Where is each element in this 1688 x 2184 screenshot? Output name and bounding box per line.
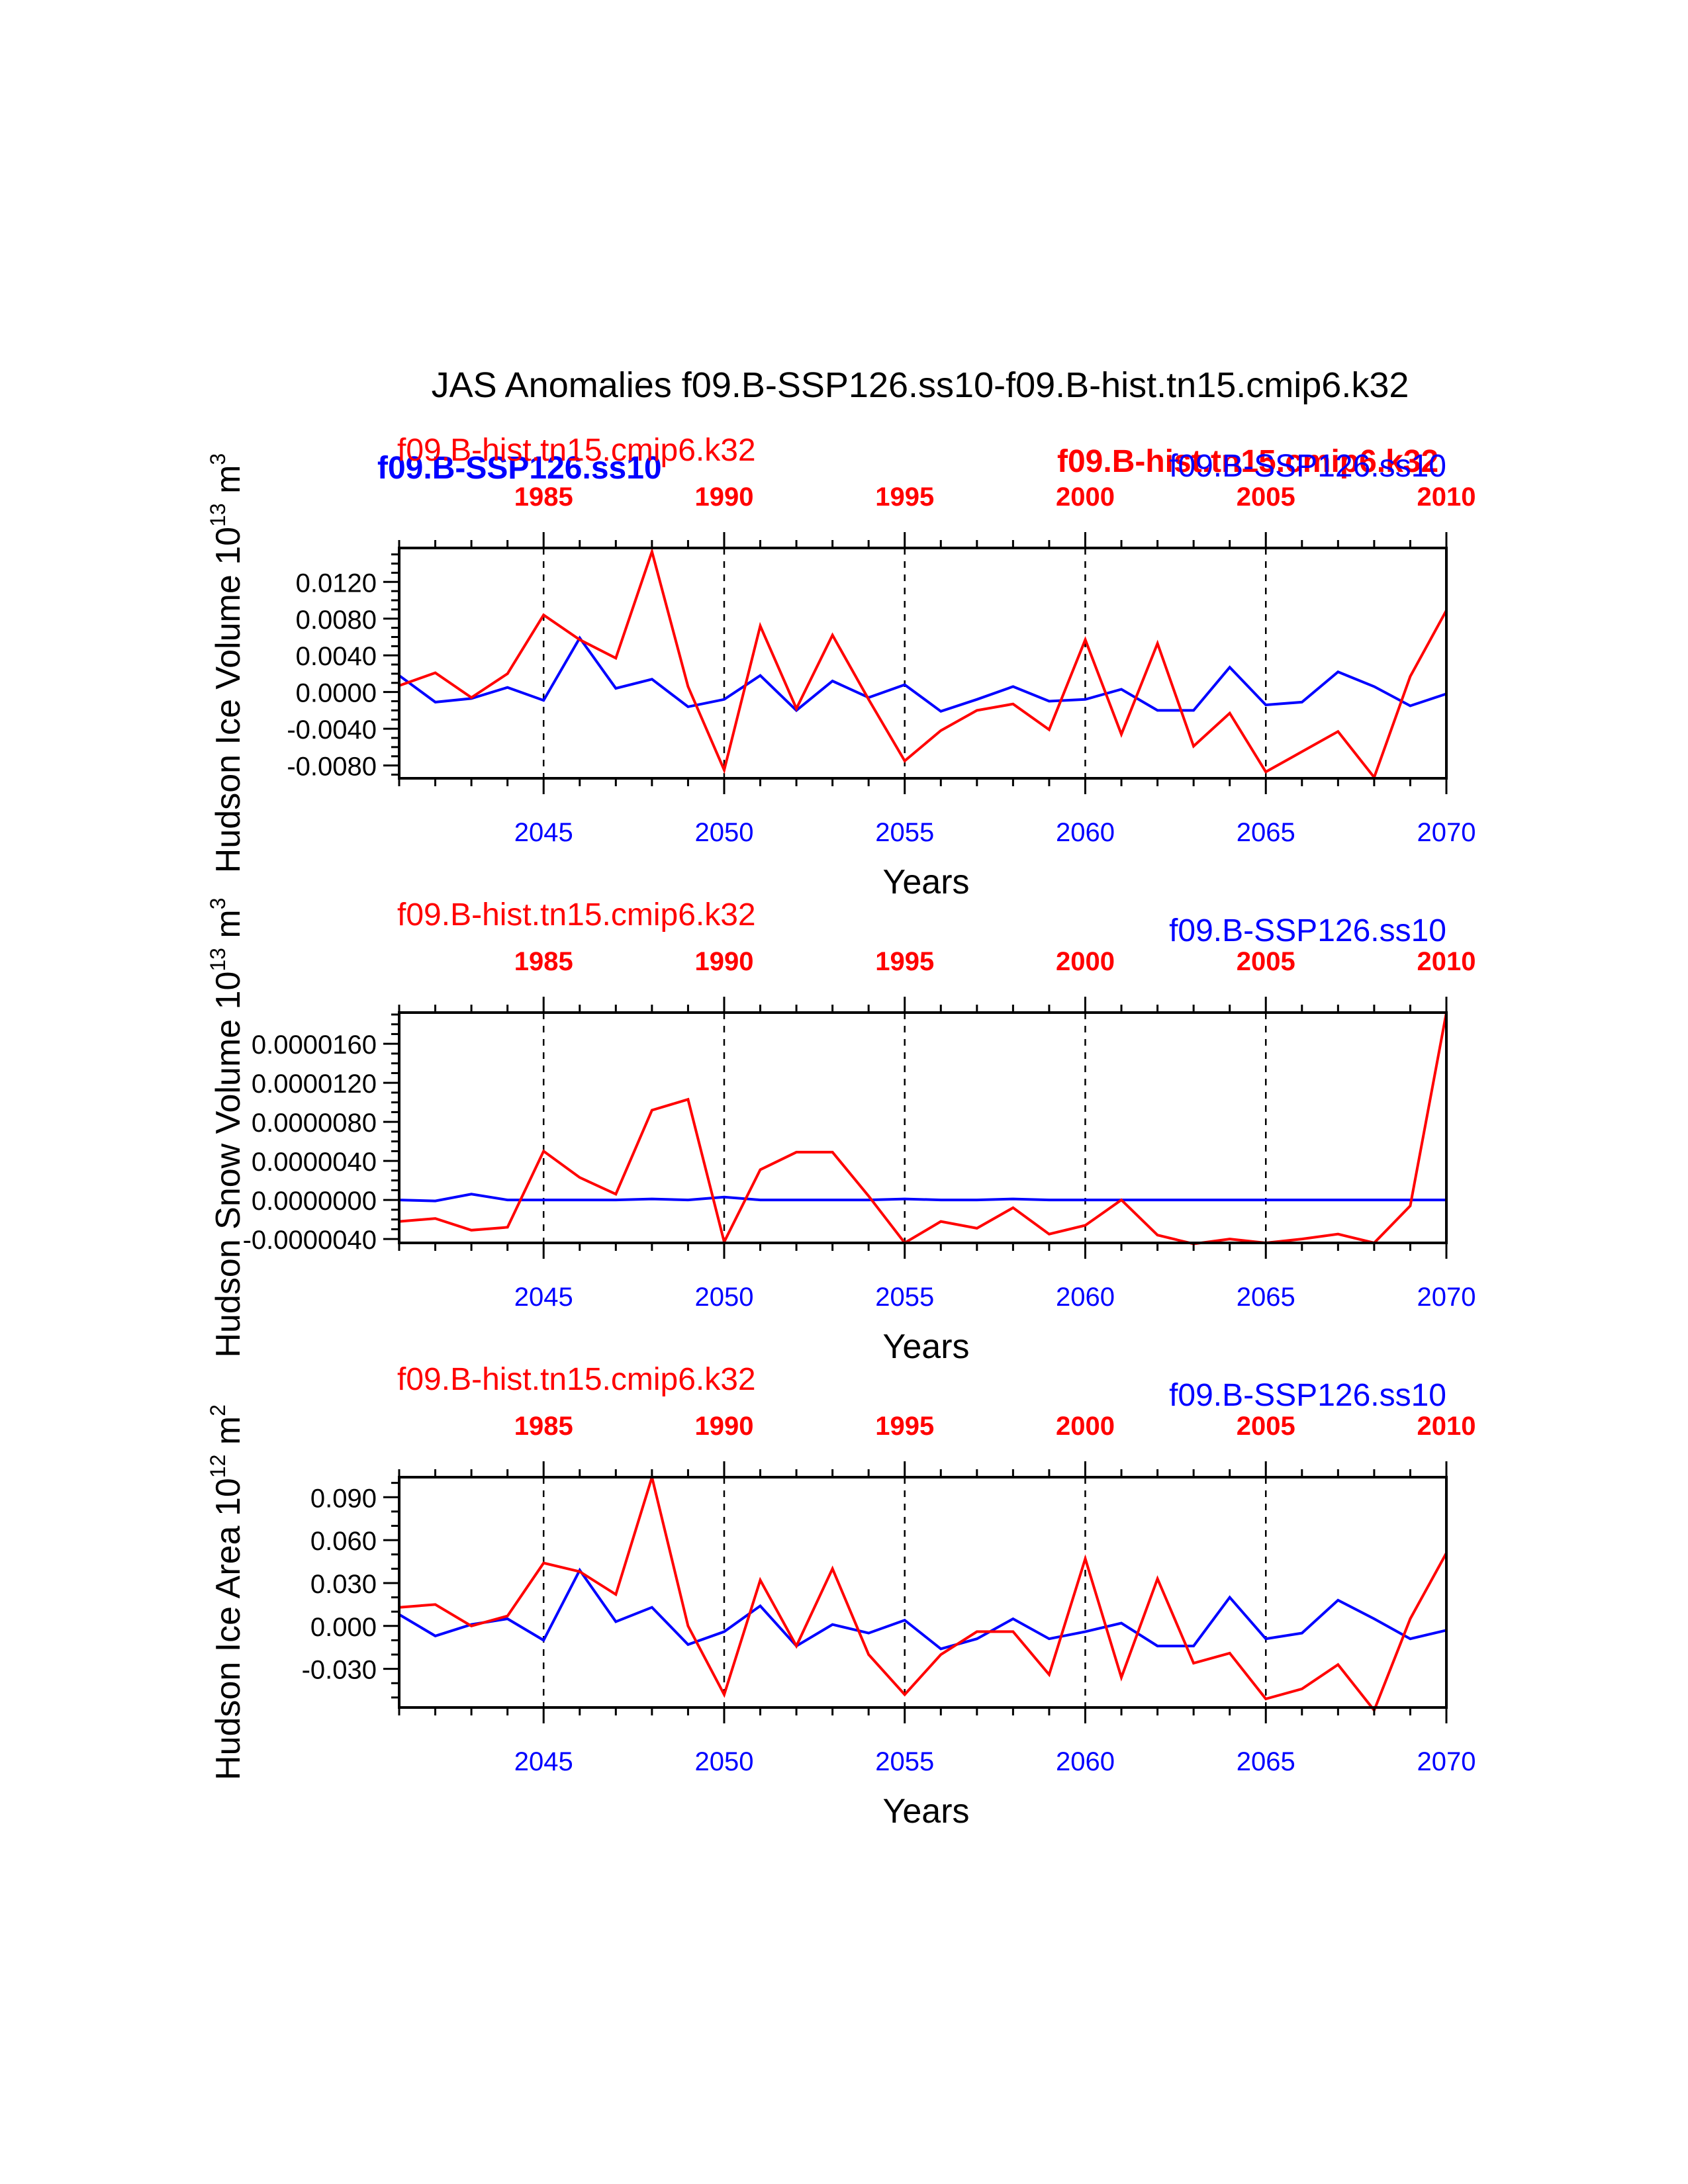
series-line-hist <box>399 1472 1448 1713</box>
bottom-tick-label: 2045 <box>514 818 573 847</box>
series-line-ssp <box>399 1193 1446 1203</box>
y-tick-label: -0.0000040 <box>243 1226 377 1255</box>
y-tick-label: -0.0080 <box>287 752 377 782</box>
top-tick-label: 2010 <box>1417 947 1476 976</box>
panel-1: -0.0080 -0.0040 0.0000 0.0040 0.0080 0.0120 20… <box>206 433 1476 901</box>
plot-frame <box>398 1011 1448 1244</box>
bottom-tick-label: 2065 <box>1237 818 1295 847</box>
x-axis-label: Years <box>882 863 969 901</box>
bottom-tick-label: 2060 <box>1056 818 1115 847</box>
hist-series-label: f09.B-hist.tn15.cmip6.k32 <box>397 897 756 933</box>
bottom-tick-label: 2060 <box>1056 1747 1115 1776</box>
bottom-tick-label: 2050 <box>694 1747 753 1776</box>
top-tick-label: 1985 <box>514 947 573 976</box>
bottom-tick-label: 2055 <box>875 818 934 847</box>
y-tick-label: 0.0000160 <box>252 1030 377 1060</box>
y-tick-label: 0.060 <box>310 1527 377 1556</box>
y-tick-label: 0.0000080 <box>252 1109 377 1138</box>
y-axis-label: Hudson Ice Area 1012 m2 <box>206 1404 248 1780</box>
x-axis-label: Years <box>882 1328 969 1366</box>
top-tick-label: 2005 <box>1237 947 1295 976</box>
y-tick-label: 0.090 <box>310 1484 377 1513</box>
series-line-ssp <box>398 1567 1447 1651</box>
y-axis-label-part: 13 <box>206 948 230 972</box>
ssp-series-label: f09.B-SSP126.ss10 <box>1169 1378 1446 1413</box>
y-tick-label: 0.0000120 <box>252 1069 377 1099</box>
ssp-series-label: f09.B-SSP126.ss10 <box>1169 913 1446 948</box>
top-tick-label: 2000 <box>1056 947 1115 976</box>
series-line-ssp <box>398 635 1447 713</box>
y-tick-label: -0.030 <box>302 1656 377 1685</box>
panel1-ssp-bold-label: f09.B-SSP126.ss10 <box>377 451 662 486</box>
top-tick-label: 2005 <box>1237 1412 1295 1441</box>
y-axis-label-part: Hudson Ice Area 10 <box>209 1478 248 1780</box>
chart-panels: -0.0080-0.00400.00000.00400.00800.012020… <box>206 433 1476 1831</box>
figure-title: JAS Anomalies f09.B-SSP126.ss10-f09.B-hi… <box>432 365 1409 405</box>
bottom-tick-label: 2070 <box>1417 1747 1476 1776</box>
y-tick-label: 0.0000040 <box>252 1148 377 1177</box>
bottom-tick-label: 2070 <box>1417 818 1476 847</box>
y-tick-label: 0.0000000 <box>252 1187 377 1216</box>
y-tick-label: 0.0120 <box>296 569 377 598</box>
y-axis-label-part: 2 <box>206 1404 230 1416</box>
bottom-tick-label: 2050 <box>694 1283 753 1312</box>
series-line-hist <box>399 547 1448 780</box>
plot-frame <box>398 1476 1448 1709</box>
top-tick-label: 1995 <box>875 482 934 512</box>
bottom-tick-label: 2045 <box>514 1283 573 1312</box>
y-tick-label: 0.0040 <box>296 642 377 671</box>
y-axis-label-part: Hudson Snow Volume 10 <box>209 972 248 1358</box>
y-axis-label-part: 12 <box>206 1455 230 1479</box>
y-axis-label-part: 13 <box>206 503 230 527</box>
bottom-tick-label: 2065 <box>1237 1747 1295 1776</box>
bottom-tick-label: 2060 <box>1056 1283 1115 1312</box>
top-tick-label: 2010 <box>1417 1412 1476 1441</box>
plot-frame <box>398 547 1448 780</box>
y-axis-label-part: 3 <box>206 453 230 465</box>
bottom-tick-label: 2070 <box>1417 1283 1476 1312</box>
top-tick-label: 2000 <box>1056 482 1115 512</box>
y-axis-label-part: m <box>209 909 248 948</box>
y-tick-label: 0.000 <box>310 1613 377 1642</box>
panel-2: -0.0000040 0.0000000 0.0000040 0.0000080 0.0… <box>206 897 1476 1366</box>
panel-3: -0.030 0.000 0.030 0.060 0.090 2045 2050 2055 20… <box>206 1362 1476 1831</box>
top-tick-label: 2000 <box>1056 1412 1115 1441</box>
top-tick-label: 1995 <box>875 947 934 976</box>
y-tick-label: -0.0040 <box>287 715 377 745</box>
y-axis-label: Hudson Ice Volume 1013 m3 <box>206 453 248 873</box>
hist-series-label: f09.B-hist.tn15.cmip6.k32 <box>397 433 756 468</box>
bottom-tick-label: 2050 <box>694 818 753 847</box>
y-tick-label: 0.0000 <box>296 679 377 708</box>
top-tick-label: 1990 <box>694 482 753 512</box>
hist-series-label: f09.B-hist.tn15.cmip6.k32 <box>397 1362 756 1397</box>
y-tick-label: 0.0080 <box>296 606 377 635</box>
bottom-tick-label: 2055 <box>875 1283 934 1312</box>
y-axis-label-part: 3 <box>206 897 230 909</box>
y-axis-label-part: m <box>209 1416 248 1455</box>
y-axis-label-part: m <box>209 465 248 504</box>
x-axis-label: Years <box>882 1792 969 1831</box>
bottom-tick-label: 2055 <box>875 1747 934 1776</box>
ssp-series-label: f09.B-SSP126.ss10 <box>1169 449 1446 484</box>
top-tick-label: 1995 <box>875 1412 934 1441</box>
bottom-tick-label: 2045 <box>514 1747 573 1776</box>
y-tick-label: 0.030 <box>310 1570 377 1599</box>
top-tick-label: 1985 <box>514 482 573 512</box>
top-tick-label: 1985 <box>514 1412 573 1441</box>
top-tick-label: 2005 <box>1237 482 1295 512</box>
y-axis-label-part: Hudson Ice Volume 10 <box>209 527 248 873</box>
top-tick-label: 1990 <box>694 1412 753 1441</box>
panel1-hist-bold-label: f09.B-hist.tn15.cmip6.k32 <box>1057 444 1438 479</box>
bottom-tick-label: 2065 <box>1237 1283 1295 1312</box>
y-axis-label: Hudson Snow Volume 1013 m3 <box>206 897 248 1357</box>
top-tick-label: 1990 <box>694 947 753 976</box>
top-tick-label: 2010 <box>1417 482 1476 512</box>
